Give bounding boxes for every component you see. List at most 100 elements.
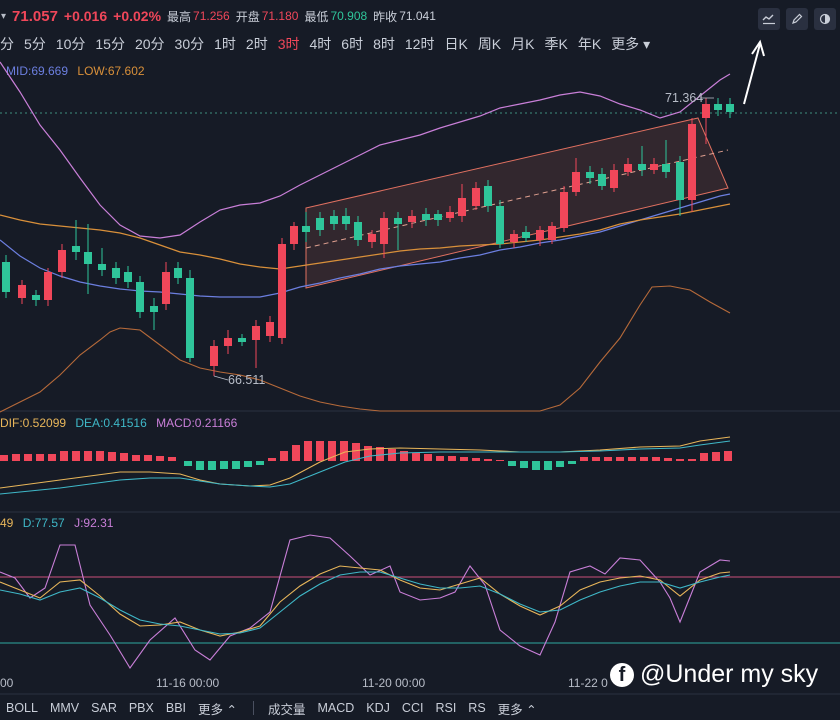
candle[interactable] — [662, 164, 670, 172]
candle[interactable] — [150, 306, 158, 312]
candle[interactable] — [638, 164, 646, 170]
candle[interactable] — [368, 234, 376, 242]
macd-bar — [424, 454, 432, 461]
subchart-tab[interactable]: RSI — [435, 701, 457, 715]
candle[interactable] — [496, 206, 504, 244]
candle[interactable] — [408, 216, 416, 222]
candle[interactable] — [278, 244, 286, 338]
facebook-icon: f — [610, 662, 634, 687]
candle[interactable] — [174, 268, 182, 278]
toggle-icon[interactable] — [814, 8, 836, 30]
candle[interactable] — [536, 230, 544, 240]
candle[interactable] — [610, 170, 618, 188]
candle[interactable] — [186, 278, 194, 358]
candle[interactable] — [714, 104, 722, 110]
interval-tab[interactable]: 2时 — [245, 36, 268, 52]
interval-tab[interactable]: 12时 — [404, 36, 435, 52]
overlay-tab[interactable]: BOLL — [6, 701, 38, 715]
candle[interactable] — [702, 104, 710, 118]
overlay-tab[interactable]: MMV — [49, 701, 80, 715]
subchart-tab[interactable]: 更多 ⌃ — [497, 702, 537, 717]
candle[interactable] — [98, 264, 106, 270]
interval-tab[interactable]: 季K — [544, 36, 568, 52]
candle[interactable] — [316, 218, 324, 230]
candle[interactable] — [650, 164, 658, 170]
candle[interactable] — [252, 326, 260, 340]
overlay-tab[interactable]: 更多 ⌃ — [198, 702, 237, 717]
candle[interactable] — [472, 188, 480, 206]
price-channel[interactable] — [305, 117, 729, 289]
subchart-tab[interactable]: CCI — [401, 701, 424, 715]
interval-tab[interactable]: 更多 ▾ — [611, 36, 651, 52]
interval-tab[interactable]: 15分 — [95, 36, 125, 52]
candle[interactable] — [586, 172, 594, 178]
candle[interactable] — [394, 218, 402, 224]
interval-tab[interactable]: 月K — [511, 36, 535, 52]
candle[interactable] — [18, 285, 26, 298]
candle[interactable] — [342, 216, 350, 224]
caret-down-icon[interactable]: ▾ — [1, 10, 7, 22]
candle[interactable] — [484, 186, 492, 206]
candle[interactable] — [572, 172, 580, 192]
candle[interactable] — [84, 252, 92, 264]
interval-tab[interactable]: 10分 — [55, 36, 86, 52]
candle[interactable] — [44, 272, 52, 300]
subchart-tab[interactable]: RS — [468, 701, 486, 715]
pencil-icon[interactable] — [786, 8, 808, 30]
candle[interactable] — [598, 174, 606, 186]
interval-tab[interactable]: 日K — [444, 36, 468, 52]
subchart-tab[interactable]: 成交量 — [267, 702, 306, 717]
candle[interactable] — [446, 212, 454, 218]
subchart-tab[interactable]: KDJ — [366, 701, 390, 715]
candle[interactable] — [112, 268, 120, 278]
candle[interactable] — [302, 226, 310, 232]
candle[interactable] — [32, 295, 40, 300]
interval-tab[interactable]: 8时 — [373, 36, 395, 52]
interval-tab[interactable]: 周K — [477, 36, 502, 52]
candle[interactable] — [726, 104, 734, 112]
candle[interactable] — [72, 246, 80, 252]
candle[interactable] — [510, 234, 518, 242]
boll-low: LOW:67.602 — [77, 64, 145, 78]
interval-tab[interactable]: 1时 — [214, 36, 236, 52]
candle[interactable] — [124, 272, 132, 282]
interval-tab[interactable]: 6时 — [341, 36, 364, 52]
candle[interactable] — [162, 272, 170, 304]
interval-tab[interactable]: 年K — [577, 36, 602, 52]
candle[interactable] — [458, 198, 466, 216]
interval-tab[interactable]: 3时 — [277, 36, 300, 52]
candle[interactable] — [266, 322, 274, 336]
candle[interactable] — [58, 250, 66, 272]
candle[interactable] — [422, 214, 430, 220]
overlay-tab[interactable]: PBX — [128, 701, 154, 715]
interval-tab[interactable]: 5分 — [24, 36, 46, 52]
candle[interactable] — [136, 282, 144, 312]
candle[interactable] — [522, 232, 530, 238]
candle[interactable] — [560, 192, 568, 228]
interval-tab[interactable]: 4时 — [309, 36, 332, 52]
candle[interactable] — [548, 226, 556, 240]
candlestick-series[interactable] — [2, 98, 734, 376]
candle[interactable] — [2, 262, 10, 292]
candle[interactable] — [330, 216, 338, 224]
subchart-tab[interactable]: MACD — [317, 701, 355, 715]
candle[interactable] — [676, 162, 684, 200]
candle[interactable] — [210, 346, 218, 366]
candle[interactable] — [290, 226, 298, 244]
candle[interactable] — [380, 218, 388, 244]
candle[interactable] — [624, 164, 632, 172]
interval-tab[interactable]: 30分 — [174, 36, 205, 52]
overlay-tab[interactable]: SAR — [91, 701, 117, 715]
candle[interactable] — [434, 214, 442, 220]
interval-tab[interactable]: 20分 — [134, 36, 165, 52]
overlay-tab[interactable]: BBI — [165, 701, 187, 715]
candle[interactable] — [354, 222, 362, 240]
kdj-k: 49 — [0, 516, 14, 530]
low-value: 70.908 — [330, 9, 368, 23]
candle[interactable] — [224, 338, 232, 346]
interval-tab[interactable]: 分 — [0, 36, 14, 52]
candle[interactable] — [688, 124, 696, 200]
indicator-icon[interactable] — [758, 8, 780, 30]
candle[interactable] — [238, 338, 246, 342]
